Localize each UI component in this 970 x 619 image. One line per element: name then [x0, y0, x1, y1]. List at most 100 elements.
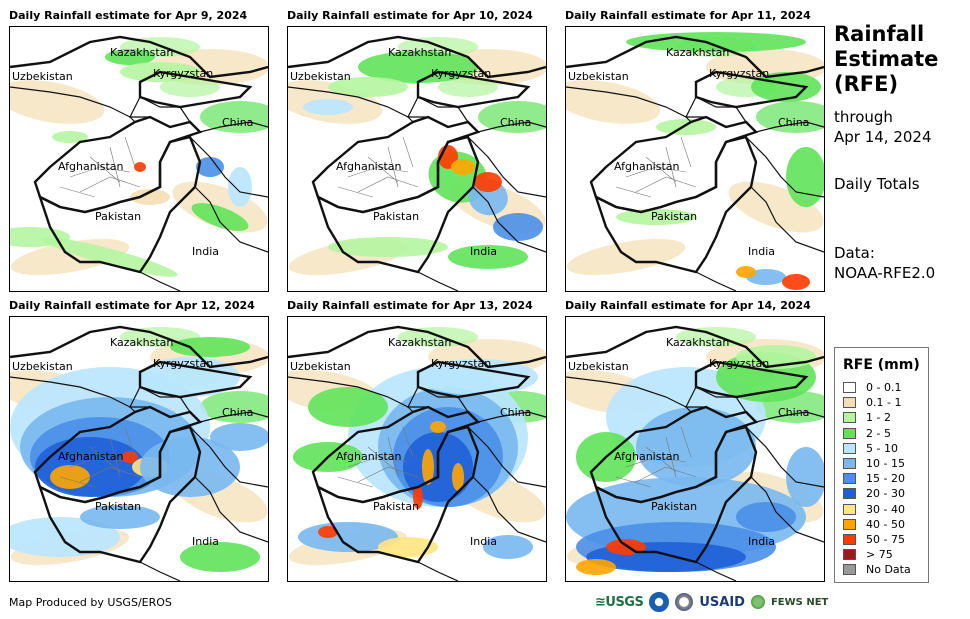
legend-swatch — [843, 427, 856, 439]
legend-swatch — [843, 564, 856, 576]
country-border — [695, 186, 824, 291]
label-uzbekistan: Uzbekistan — [568, 70, 629, 83]
country-border — [139, 476, 268, 581]
rain-area — [10, 80, 105, 124]
country-border — [566, 325, 824, 369]
rain-area — [566, 80, 661, 124]
label-uzbekistan: Uzbekistan — [290, 70, 351, 83]
label-uzbekistan: Uzbekistan — [12, 70, 73, 83]
province-borders — [59, 426, 141, 488]
rain-area — [483, 535, 533, 559]
data-source: Data: NOAA-RFE2.0 — [834, 243, 935, 283]
legend-label: > 75 — [866, 548, 893, 562]
rain-area — [478, 101, 546, 133]
title-line: Estimate — [834, 47, 939, 71]
country-border — [10, 376, 136, 413]
label-india: India — [470, 535, 497, 548]
label-afghanistan: Afghanistan — [58, 160, 124, 173]
rain-area — [80, 505, 160, 529]
country-border — [593, 425, 758, 564]
rain-area — [200, 101, 268, 133]
rain-area — [493, 213, 543, 241]
legend-swatch — [843, 473, 856, 485]
panel-title: Daily Rainfall estimate for Apr 12, 2024 — [9, 299, 255, 312]
country-border — [37, 425, 202, 564]
label-pakistan: Pakistan — [373, 500, 420, 513]
rain-area — [736, 266, 756, 278]
legend-item: 30 - 40 — [843, 502, 911, 517]
label-china: China — [500, 116, 532, 129]
data-label: Data: — [834, 244, 875, 262]
rain-area — [328, 237, 448, 257]
legend-label: 20 - 30 — [866, 487, 905, 501]
rainfall-map: Kazakhstan Uzbekistan Kyrgyzstan China Afgha… — [565, 26, 825, 292]
country-border — [139, 186, 268, 291]
title-line: Rainfall — [834, 22, 925, 46]
rain-area — [448, 245, 528, 269]
rain-area — [656, 119, 716, 135]
legend-label: 0.1 - 1 — [866, 396, 902, 410]
legend-label: No Data — [866, 563, 911, 577]
rain-area — [616, 209, 696, 225]
label-kyrgyzstan: Kyrgyzstan — [709, 67, 770, 80]
rain-area — [736, 502, 796, 532]
panel-title: Daily Rainfall estimate for Apr 14, 2024 — [565, 299, 811, 312]
panel-title: Daily Rainfall estimate for Apr 9, 2024 — [9, 9, 248, 22]
rain-area — [328, 77, 408, 97]
rain-area — [52, 131, 88, 143]
sidebar-title: Rainfall Estimate (RFE) — [834, 22, 938, 97]
usaid-logo: USAID — [699, 594, 745, 610]
label-pakistan: Pakistan — [373, 210, 420, 223]
title-line: (RFE) — [834, 72, 899, 96]
legend-swatch — [843, 397, 856, 409]
country-border — [37, 135, 202, 274]
label-kazakhstan: Kazakhstan — [110, 46, 174, 59]
country-border — [467, 121, 546, 198]
country-border — [566, 86, 692, 123]
legend-item: No Data — [843, 562, 911, 577]
rain-area — [303, 99, 353, 115]
map-svg — [288, 35, 546, 291]
country-border — [138, 70, 253, 109]
legend-swatch — [843, 518, 856, 530]
legend-item: 15 - 20 — [843, 471, 911, 486]
daily-totals-label: Daily Totals — [834, 175, 920, 193]
sidebar-date: through Apr 14, 2024 — [834, 107, 932, 147]
rain-area — [200, 391, 268, 423]
rain-area — [746, 269, 786, 285]
rain-area — [576, 559, 616, 575]
fews-net-logo: FEWS NET — [770, 596, 829, 608]
label-china: China — [222, 116, 254, 129]
label-kyrgyzstan: Kyrgyzstan — [709, 357, 770, 370]
label-india: India — [748, 535, 775, 548]
country-border — [694, 70, 809, 109]
legend-label: 1 - 2 — [866, 411, 891, 425]
country-border — [416, 360, 531, 399]
rainfall-map: Kazakhstan Uzbekistan Kyrgyzstan China Afgha… — [287, 26, 547, 292]
rain-area — [160, 77, 220, 97]
rain-area — [318, 526, 338, 538]
country-border — [417, 476, 546, 581]
rain-area — [782, 274, 810, 290]
label-kazakhstan: Kazakhstan — [110, 336, 174, 349]
through-label: through — [834, 108, 893, 126]
rain-area — [50, 465, 90, 489]
legend-item: 0 - 0.1 — [843, 380, 911, 395]
usgs-logo: ≊USGS — [595, 594, 644, 610]
map-svg — [566, 325, 824, 581]
country-border — [10, 35, 268, 79]
legend-label: 2 - 5 — [866, 426, 891, 440]
rain-area — [140, 437, 240, 497]
country-border — [315, 425, 480, 564]
legend-swatch — [843, 382, 856, 394]
label-afghanistan: Afghanistan — [614, 450, 680, 463]
rain-area — [130, 189, 170, 205]
label-china: China — [778, 116, 810, 129]
legend-swatch — [843, 442, 856, 454]
country-border — [288, 325, 546, 369]
country-border — [593, 135, 758, 274]
rain-area — [452, 463, 464, 491]
legend-label: 40 - 50 — [866, 517, 905, 531]
legend-swatch — [843, 458, 856, 470]
label-kazakhstan: Kazakhstan — [388, 46, 452, 59]
